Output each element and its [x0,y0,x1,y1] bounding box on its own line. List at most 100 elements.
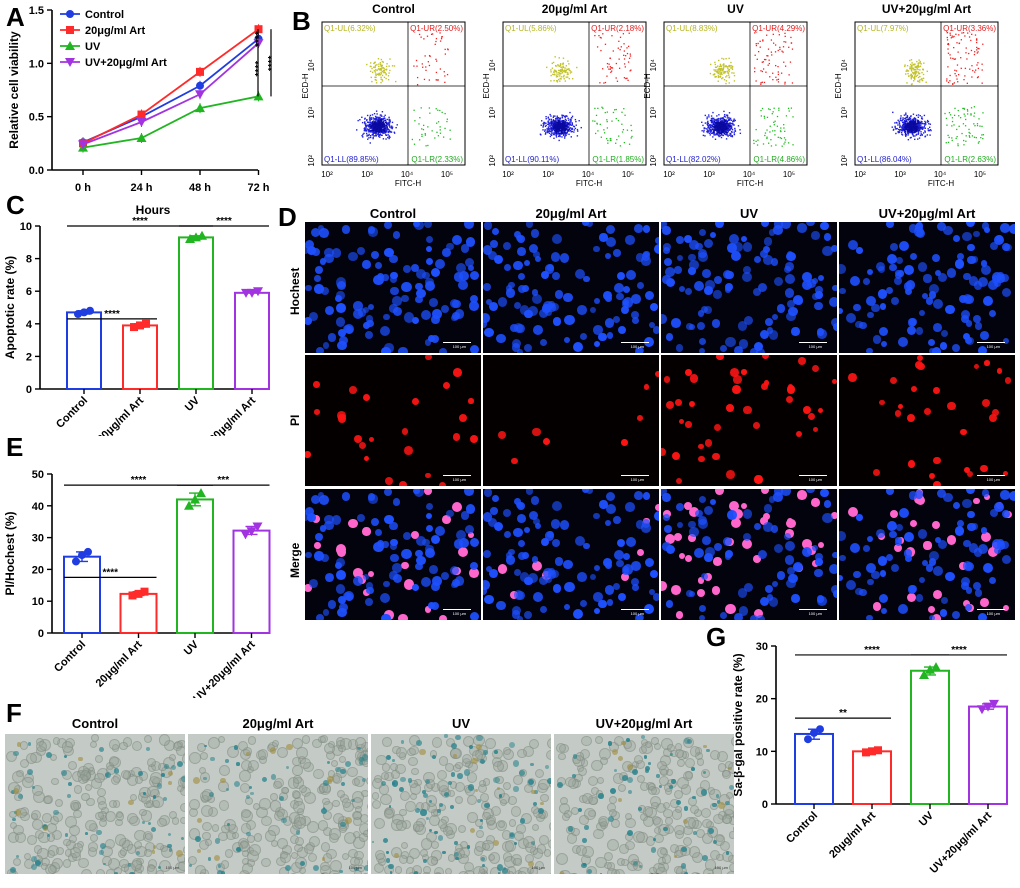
nucleus [314,533,324,542]
scale-bar-label: 100 μm [808,344,822,349]
nucleus [968,543,979,553]
dot-ll-core [376,122,378,125]
dot-ll-core [909,126,911,128]
pi-nucleus [510,457,518,465]
dot-ur [439,40,442,42]
dot-ll-core [379,129,382,132]
dot-lr [753,139,755,142]
dot-ll [921,127,923,130]
dot-ll [704,114,707,117]
flow-title: UV [727,2,744,16]
dot-ur [754,54,756,56]
scale-bar-label: 100 μm [452,611,466,616]
dot-ll [564,116,566,118]
nucleus [895,536,902,544]
dot-ll-core [375,129,378,131]
pi-nucleus [992,408,1000,417]
scale-bar [621,475,649,476]
dot-ll-core [563,123,565,126]
dot-ul [725,76,727,78]
dot-ll-core [915,127,917,129]
dot-ll [710,117,713,120]
dot-ul [371,80,373,83]
dot-ll-core [369,123,371,126]
dot-lr [596,123,598,125]
data-point [80,308,88,317]
dot-ll [363,132,365,135]
nucleus [449,565,459,576]
nucleus [923,541,932,550]
nucleus [823,233,831,241]
y-tick-label: 0 [762,799,768,811]
nucleus [946,534,957,545]
nucleus [784,533,792,541]
nucleus [866,535,873,543]
nucleus [665,545,676,555]
dot-ul [911,66,913,68]
dot-ur [604,81,607,84]
nucleus [335,570,346,580]
nucleus [689,507,700,518]
dot-ll-core [565,124,568,127]
data-point [134,589,143,598]
nucleus [392,231,400,239]
nucleus [305,513,310,522]
dot-ll [372,136,374,139]
dot-ul [717,71,719,73]
dot-ll [559,121,561,124]
nucleus [962,294,973,304]
dot-ur [779,48,781,51]
dot-ur [949,57,952,59]
dot-ur [767,48,770,50]
dot-ll [366,134,368,136]
dot-ur [965,47,967,49]
dot-ul [906,70,909,72]
dot-ll [901,134,904,136]
dot-lr [626,129,629,131]
dot-ur [960,57,962,59]
dot-ll [905,134,907,137]
nucleus [312,247,321,256]
dot-ur [766,34,768,36]
dot-ul [576,66,578,69]
dot-ul [911,62,913,64]
nucleus [411,531,420,540]
dot-lr [977,142,980,144]
dot-lr [449,129,451,131]
pi-nucleus [817,408,824,414]
nucleus [904,555,912,563]
dot-ul [709,72,712,75]
nucleus [674,265,683,274]
dot-ul [567,68,569,71]
dot-ul [729,64,731,67]
dot-lr [979,125,981,127]
dot-ll [732,119,735,122]
nucleus [1008,223,1015,234]
nucleus [768,330,779,341]
flow-y-tick-label: 10² [840,155,849,167]
nucleus [671,584,681,595]
nucleus [915,327,924,335]
dot-lr [630,129,633,132]
dot-ll-core [554,120,556,122]
nucleus [424,489,433,495]
dot-lr [606,127,609,129]
dot-ll [922,128,924,130]
bar [910,669,950,806]
dot-ll [708,114,710,116]
nucleus [550,519,561,529]
nucleus [980,265,991,276]
nucleus [531,294,542,305]
dot-ll [547,120,549,123]
nucleus [816,596,827,607]
nucleus [822,512,833,524]
nucleus [630,311,639,320]
dot-ll-core [377,120,379,123]
nucleus [662,226,671,235]
nucleus [770,525,779,533]
dot-ul [718,72,720,75]
dot-ll-core [561,131,563,133]
dot-ll-core [907,130,909,133]
nucleus [337,328,346,337]
nucleus [337,607,347,617]
